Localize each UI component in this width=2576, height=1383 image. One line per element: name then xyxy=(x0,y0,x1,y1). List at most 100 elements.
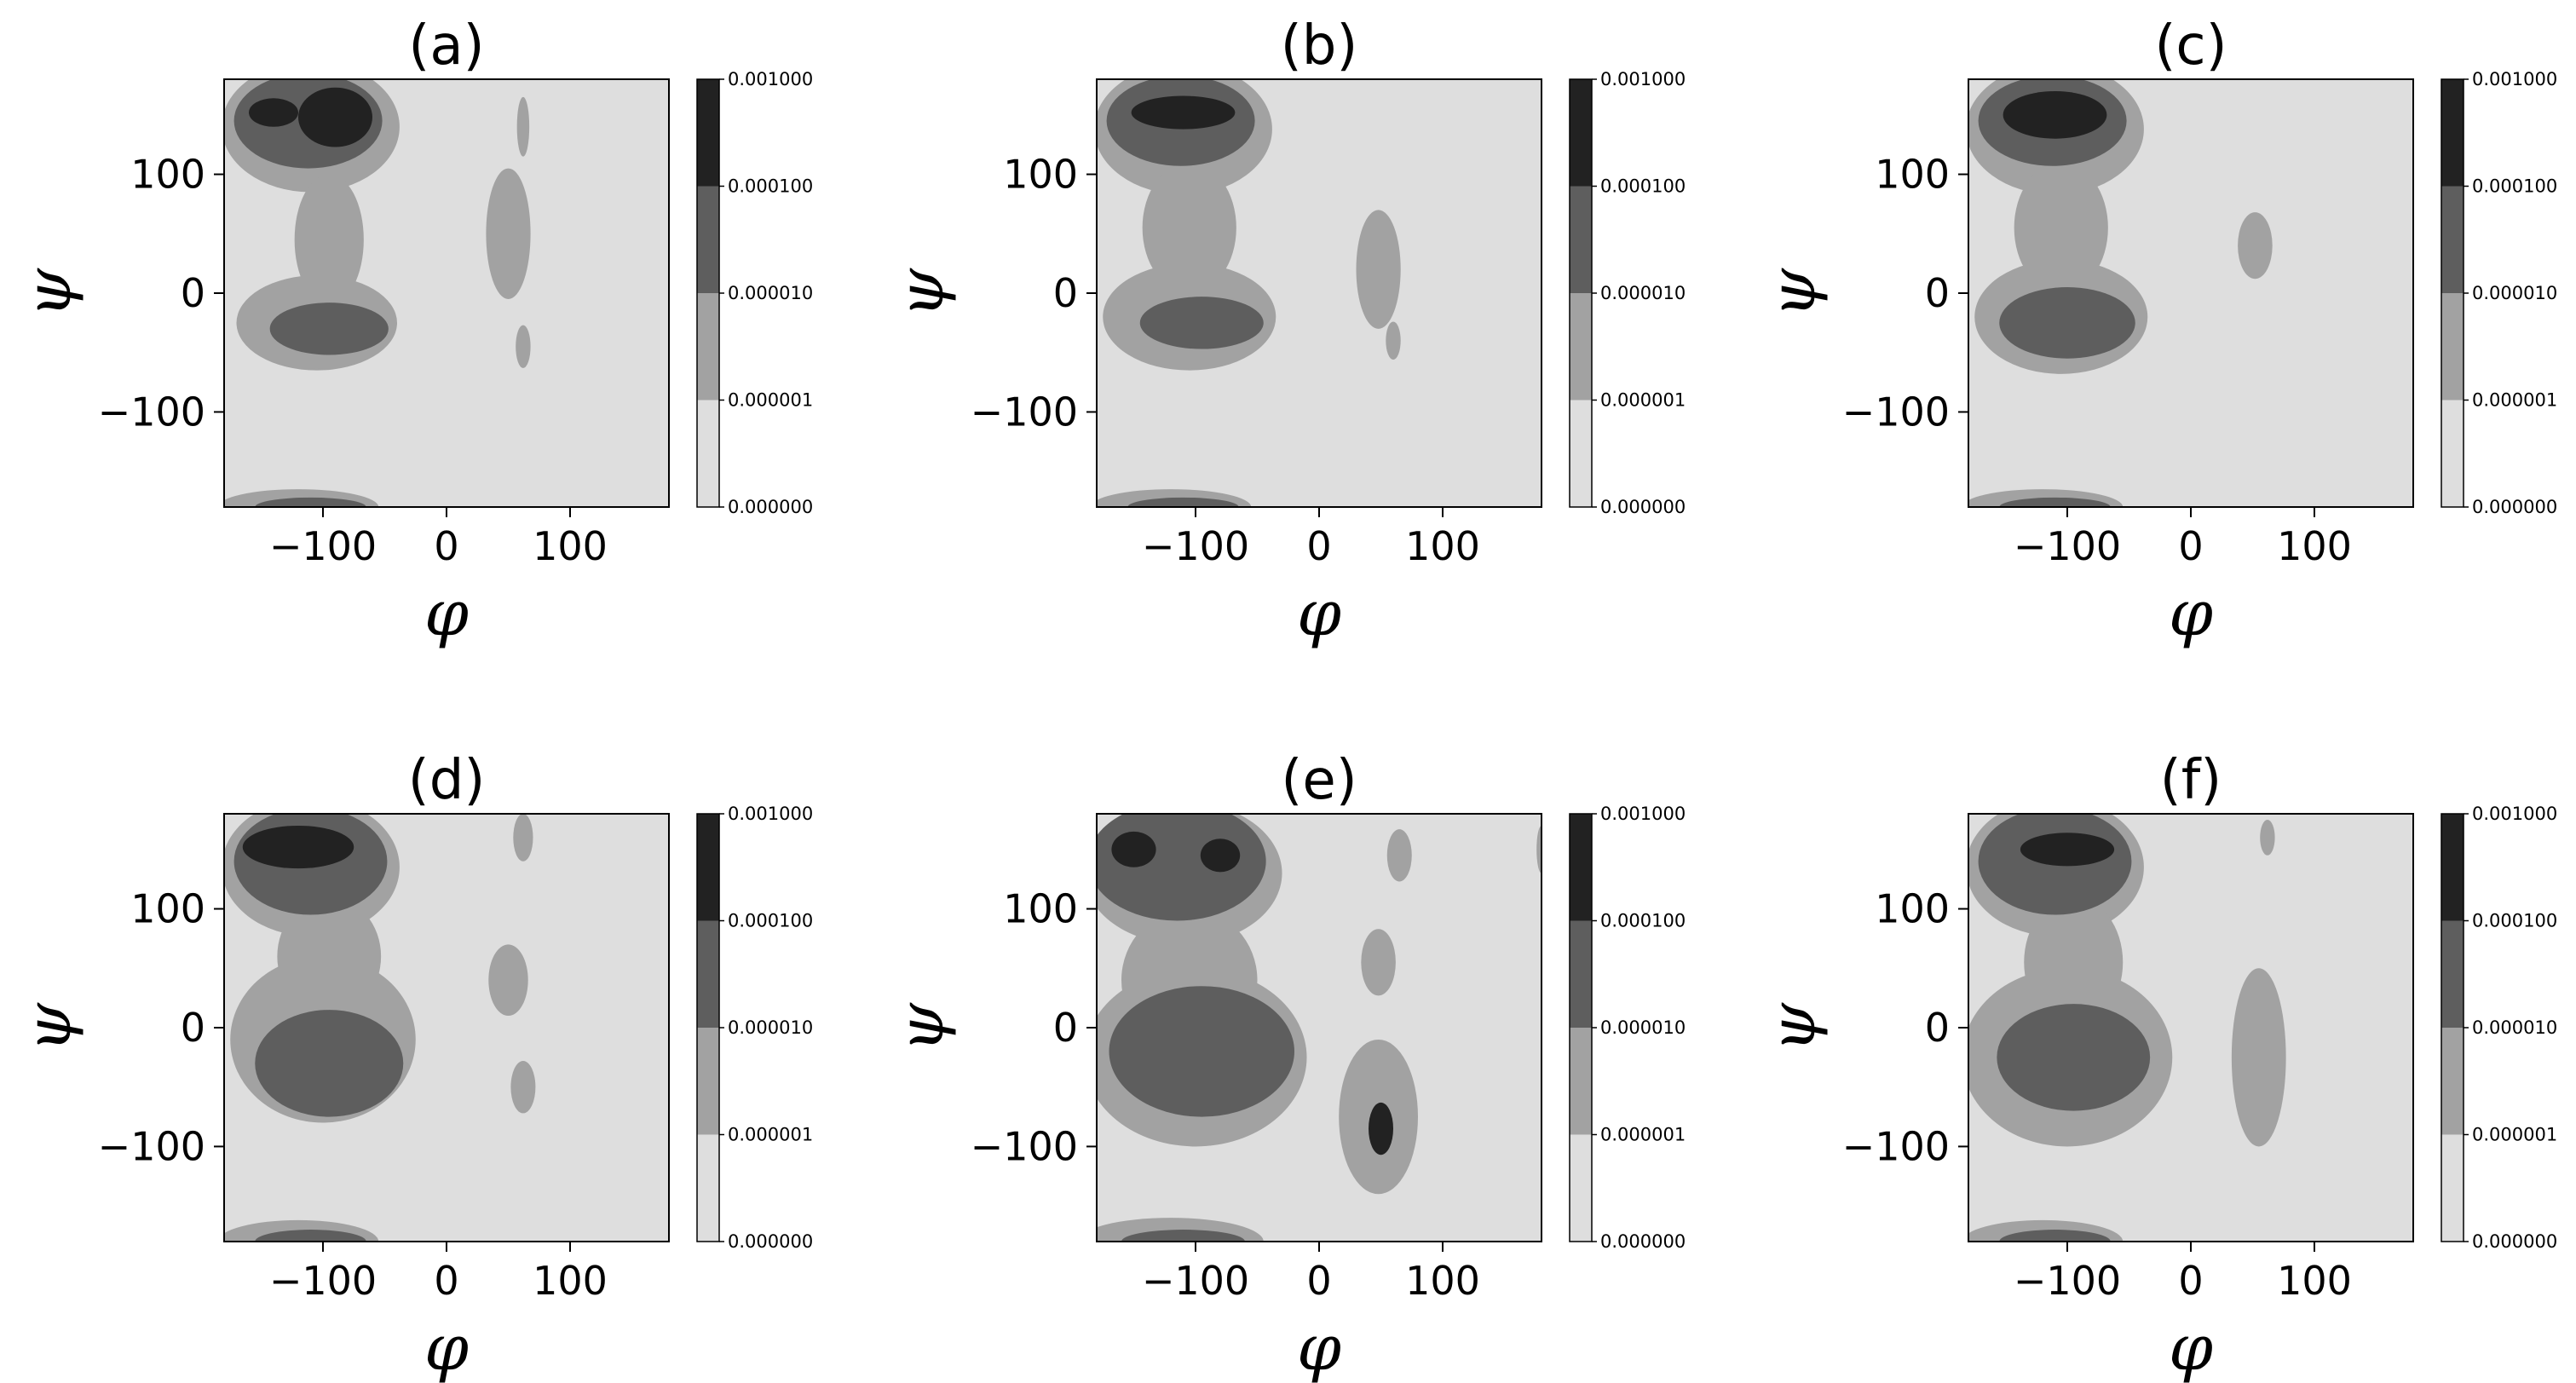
panel-title: (c) xyxy=(2154,14,2227,78)
density-region-level-2 xyxy=(1127,497,1239,507)
y-tick-label: −100 xyxy=(971,1123,1078,1169)
x-tick-label: 0 xyxy=(2178,523,2203,569)
density-region-level-2 xyxy=(1121,1230,1245,1242)
colorbar-band xyxy=(697,814,719,921)
density-region-level-3 xyxy=(2020,833,2115,867)
density-region-level-1 xyxy=(513,814,533,861)
density-region-level-1 xyxy=(2014,162,2108,293)
y-tick-label: −100 xyxy=(1842,389,1950,435)
density-region-level-2 xyxy=(1097,814,1266,921)
panel-3: (c)−100 0 100−1000100φψ0.0000000.0000010.0… xyxy=(1756,14,2557,650)
panel-5: (e)−100 0 100−1000100φψ0.0000000.0000010.0… xyxy=(885,749,1686,1383)
density-region-level-3 xyxy=(298,87,372,147)
density-regions xyxy=(1097,814,1542,1242)
y-tick-label: −100 xyxy=(98,1123,205,1169)
colorbar-tick-label: 0.000010 xyxy=(1600,1017,1686,1038)
colorbar-band xyxy=(1570,293,1592,400)
density-region-level-1 xyxy=(1361,929,1396,996)
colorbar-tick-label: 0.001000 xyxy=(1600,69,1686,89)
colorbar-tick-label: 0.000100 xyxy=(2472,911,2557,931)
colorbar-tick-label: 0.000010 xyxy=(728,1017,813,1038)
colorbar-tick-label: 0.001000 xyxy=(2472,804,2557,824)
density-regions xyxy=(1968,79,2273,507)
colorbar-tick-label: 0.000100 xyxy=(1600,176,1686,197)
density-region-level-2 xyxy=(1109,986,1294,1117)
colorbar: 0.000000 0.000001 0.000010 0.000100 0.001000 xyxy=(2441,69,2557,517)
y-tick-label: 100 xyxy=(1875,886,1950,932)
colorbar-band xyxy=(697,186,719,293)
x-axis-label: φ xyxy=(2169,1311,2213,1383)
x-tick-label: 0 xyxy=(1306,523,1331,569)
y-tick-label: 0 xyxy=(181,1005,205,1051)
density-region-level-2 xyxy=(1139,297,1264,349)
density-regions xyxy=(224,79,531,507)
density-region-level-1 xyxy=(1356,210,1401,329)
colorbar-tick-label: 0.000000 xyxy=(2472,1231,2557,1252)
density-region-level-2 xyxy=(255,1230,366,1242)
density-region-level-3 xyxy=(1131,95,1236,130)
x-tick-label: −100 xyxy=(1142,523,1249,569)
colorbar-tick-label: 0.000000 xyxy=(2472,497,2557,517)
y-axis-label: ψ xyxy=(1756,268,1830,318)
colorbar-band xyxy=(2441,293,2464,400)
density-region-level-3 xyxy=(1200,838,1241,873)
x-tick-label: 100 xyxy=(1405,523,1480,569)
colorbar-tick-label: 0.000000 xyxy=(1600,1231,1686,1252)
colorbar-tick-label: 0.000001 xyxy=(728,1125,813,1145)
x-axis-label: φ xyxy=(424,577,469,650)
y-tick-label: 100 xyxy=(1003,886,1078,932)
density-region-level-1 xyxy=(516,325,531,368)
colorbar-tick-label: 0.000000 xyxy=(1600,497,1686,517)
colorbar-band xyxy=(1570,1134,1592,1242)
x-tick-label: 0 xyxy=(2178,1258,2203,1304)
density-region-level-2 xyxy=(1999,1230,2111,1242)
colorbar-band xyxy=(1570,920,1592,1028)
density-region-level-3 xyxy=(249,98,298,127)
colorbar: 0.000000 0.000001 0.000010 0.000100 0.001000 xyxy=(1569,69,1686,517)
x-axis-label: φ xyxy=(424,1311,469,1383)
colorbar-tick-label: 0.001000 xyxy=(1600,804,1686,824)
colorbar-tick-label: 0.000001 xyxy=(1600,1125,1686,1145)
x-tick-label: −100 xyxy=(269,1258,377,1304)
colorbar-band xyxy=(2441,79,2464,187)
colorbar-band xyxy=(697,79,719,187)
y-axis-label: ψ xyxy=(12,268,85,318)
colorbar-band xyxy=(1570,814,1592,921)
colorbar-tick-label: 0.001000 xyxy=(2472,69,2557,89)
colorbar-band xyxy=(2441,814,2464,921)
y-axis-label: ψ xyxy=(885,268,958,318)
x-tick-label: 0 xyxy=(1306,1258,1331,1304)
colorbar-band xyxy=(697,400,719,507)
density-regions xyxy=(1968,814,2286,1242)
colorbar-band xyxy=(2441,400,2464,507)
panel-title: (e) xyxy=(1281,749,1357,812)
panel-title: (a) xyxy=(408,14,484,78)
colorbar-band xyxy=(2441,186,2464,293)
x-tick-label: 100 xyxy=(533,1258,608,1304)
density-region-level-1 xyxy=(2231,968,2286,1147)
density-region-level-1 xyxy=(510,1061,536,1114)
x-tick-label: −100 xyxy=(2014,523,2121,569)
y-tick-label: −100 xyxy=(971,389,1078,435)
panel-1: (a)−100 0 100−1000100φψ0.0000000.0000010.0… xyxy=(12,14,813,650)
colorbar-band xyxy=(2441,1028,2464,1135)
x-tick-label: 100 xyxy=(1405,1258,1480,1304)
y-tick-label: −100 xyxy=(98,389,205,435)
y-tick-label: 100 xyxy=(1003,152,1078,198)
colorbar: 0.000000 0.000001 0.000010 0.000100 0.001000 xyxy=(2441,804,2557,1252)
colorbar-band xyxy=(1570,1028,1592,1135)
density-regions xyxy=(1097,79,1401,507)
density-region-level-1 xyxy=(1142,162,1236,293)
colorbar-band xyxy=(1570,79,1592,187)
density-region-level-1 xyxy=(1386,321,1401,360)
y-axis-label: ψ xyxy=(1756,1002,1830,1052)
colorbar-tick-label: 0.000100 xyxy=(728,911,813,931)
colorbar-tick-label: 0.000100 xyxy=(1600,911,1686,931)
x-tick-label: 100 xyxy=(533,523,608,569)
density-region-level-2 xyxy=(255,497,366,507)
density-regions xyxy=(224,814,536,1242)
x-tick-label: −100 xyxy=(269,523,377,569)
panel-2: (b)−100 0 100−1000100φψ0.0000000.0000010.0… xyxy=(885,14,1686,650)
y-tick-label: 100 xyxy=(130,152,205,198)
